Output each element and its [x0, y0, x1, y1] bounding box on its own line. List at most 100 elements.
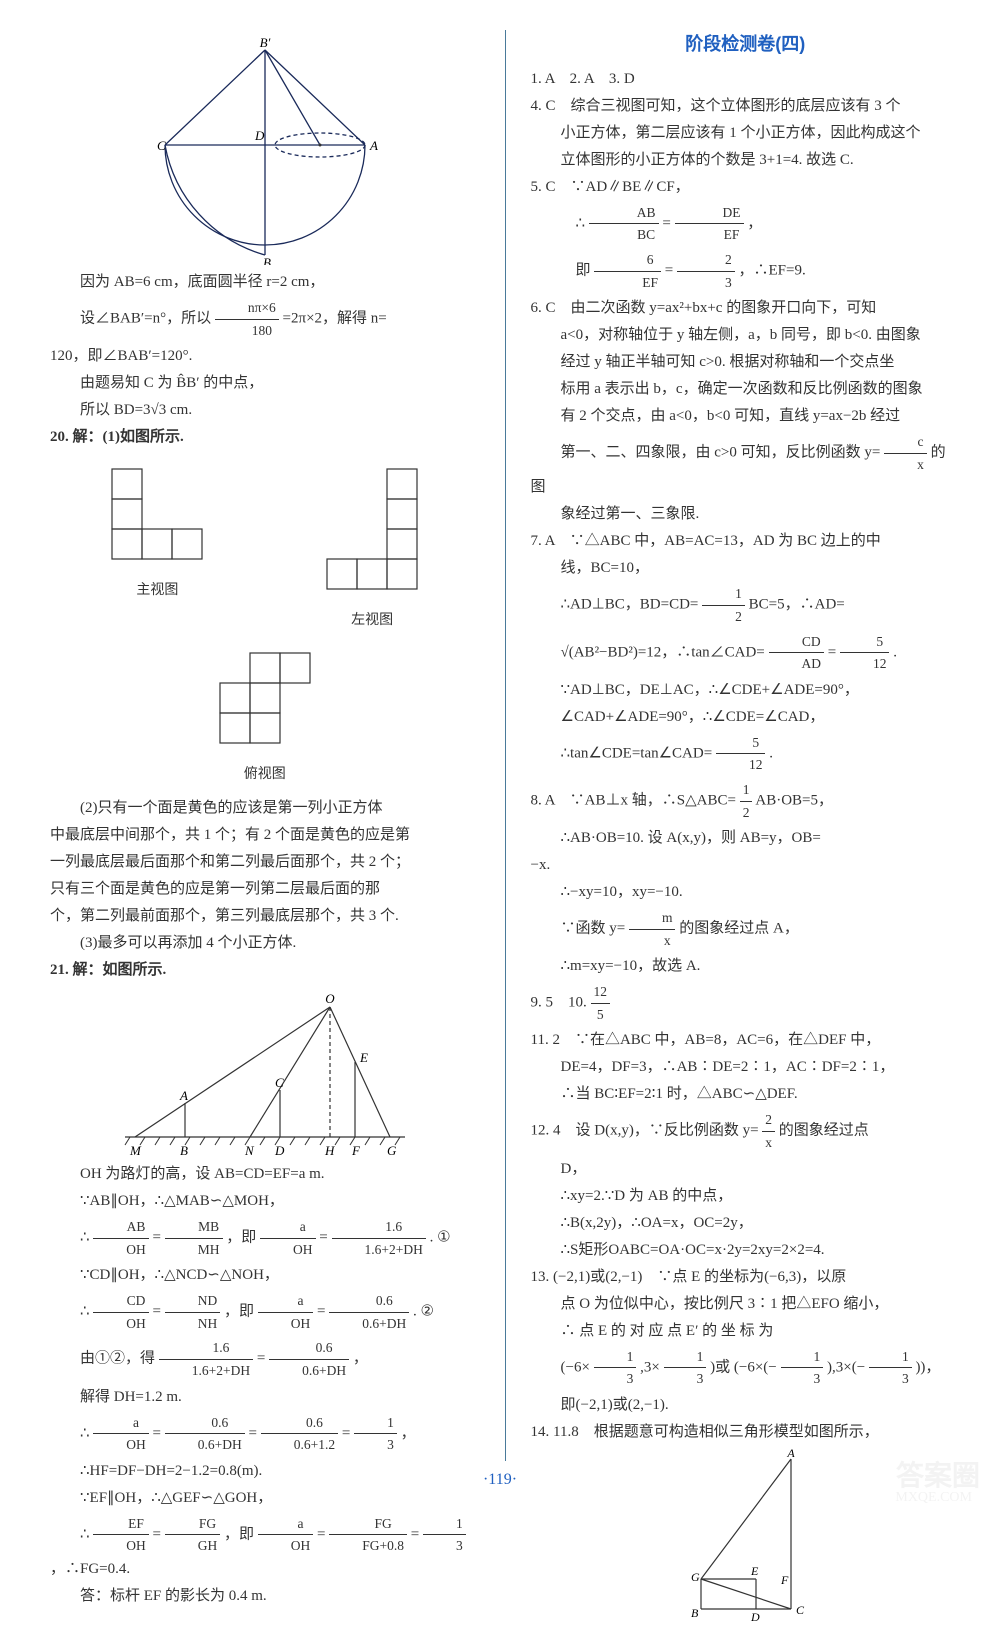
svg-text:A: A — [369, 138, 378, 153]
q12d: ∴B(x,2y)，∴OA=x，OC=2y， — [531, 1211, 961, 1235]
q7a: 7. A ∵△ABC 中，AB=AC=13，AD 为 BC 边上的中 — [531, 529, 961, 553]
left-column: B′ C D A B 因为 AB=6 cm，底面圆半径 r=2 cm， 设∠BA… — [50, 30, 480, 1461]
q12b: D， — [531, 1157, 961, 1181]
svg-text:O: O — [325, 991, 335, 1006]
q6a: 6. C 由二次函数 y=ax²+bx+c 的图象开口向下，可知 — [531, 296, 961, 320]
q7d: √(AB²−BD²)=12，∴tan∠CAD= CDAD = 512 . — [531, 631, 961, 675]
q8e: ∵函数 y= mx 的图象经过点 A， — [531, 907, 961, 951]
p21-b: ∵AB∥OH，∴△MAB∽△MOH， — [50, 1189, 480, 1213]
p21-c: ∴ ABOH = MBMH ，即 aOH = 1.61.6+2+DH . ① — [50, 1216, 480, 1260]
top-view-wrap: 俯视图 — [50, 643, 480, 786]
svg-text:C: C — [157, 138, 166, 153]
column-divider — [505, 30, 506, 1461]
q6e: 有 2 个交点，由 a<0，b<0 可知，直线 y=ax−2b 经过 — [531, 404, 961, 428]
text-p3: 120，即∠BAB′=120°. — [50, 344, 480, 368]
top-view-svg — [210, 643, 320, 753]
text-p1: 因为 AB=6 cm，底面圆半径 r=2 cm， — [50, 270, 480, 294]
p20-3: (3)最多可以再添加 4 个小正方体. — [50, 931, 480, 955]
main-view-label: 主视图 — [102, 580, 212, 602]
p21-a: OH 为路灯的高，设 AB=CD=EF=a m. — [50, 1162, 480, 1186]
q13d: (−6× 13 ,3× 13 )或 (−6×(− 13 ),3×(− 13 ))… — [531, 1346, 961, 1390]
svg-text:H: H — [324, 1143, 335, 1157]
q11b: DE=4，DF=3，∴AB∶DE=2∶1，AC∶DF=2∶1， — [531, 1055, 961, 1079]
q6f: 第一、二、四象限，由 c>0 可知，反比例函数 y= cx 的图 — [531, 431, 961, 499]
q13c: ∴ 点 E 的 对 应 点 E′ 的 坐 标 为 — [531, 1319, 961, 1343]
svg-text:D: D — [274, 1143, 285, 1157]
svg-text:G: G — [691, 1570, 700, 1584]
right-column: 阶段检测卷(四) 1. A 2. A 3. D 4. C 综合三视图可知，这个立… — [531, 30, 961, 1461]
q4b: 小正方体，第二层应该有 1 个小正方体，因此构成这个 — [531, 121, 961, 145]
q4a: 4. C 综合三视图可知，这个立体图形的底层应该有 3 个 — [531, 94, 961, 118]
p2b: =2π×2，解得 n= — [283, 311, 387, 327]
svg-text:E: E — [750, 1564, 759, 1578]
left-view-label: 左视图 — [317, 610, 427, 632]
q8c: −x. — [531, 853, 961, 877]
svg-text:E: E — [359, 1050, 368, 1065]
svg-text:B: B — [691, 1606, 699, 1620]
q8b: ∴AB·OB=10. 设 A(x,y)，则 AB=y，OB= — [531, 826, 961, 850]
p20-2c: 一列最底层最后面那个和第二列最后面那个，共 2 个； — [50, 850, 480, 874]
p21-h: ∴ aOH = 0.60.6+DH = 0.60.6+1.2 = 13 ， — [50, 1412, 480, 1456]
q14a: 14. 11.8 根据题意可构造相似三角形模型如图所示， — [531, 1420, 961, 1444]
q20-head: 20. 解：(1)如图所示. — [50, 425, 480, 449]
svg-text:C: C — [275, 1075, 284, 1090]
p20-2d: 只有三个面是黄色的应是第一列第二层最后面的那 — [50, 877, 480, 901]
q6g: 象经过第一、三象限. — [531, 502, 961, 526]
text-p4: 由题易知 C 为 B̂B′ 的中点， — [50, 371, 480, 395]
p21-i: ∴HF=DF−DH=2−1.2=0.8(m). — [50, 1459, 480, 1483]
three-views: 主视图 左视图 — [50, 459, 480, 632]
main-view-svg — [102, 459, 212, 569]
q9-10: 9. 5 10. 125 — [531, 981, 961, 1025]
q11a: 11. 2 ∵在△ABC 中，AB=8，AC=6，在△DEF 中， — [531, 1028, 961, 1052]
p21-j: ∵EF∥OH，∴△GEF∽△GOH， — [50, 1486, 480, 1510]
figure-cone: B′ C D A B — [135, 35, 395, 265]
q7b: 线，BC=10， — [531, 556, 961, 580]
q13a: 13. (−2,1)或(2,−1) ∵点 E 的坐标为(−6,3)，以原 — [531, 1265, 961, 1289]
svg-text:D: D — [254, 128, 265, 143]
p21-g: 解得 DH=1.2 m. — [50, 1385, 480, 1409]
q7f: ∠CAD+∠ADE=90°，∴∠CDE=∠CAD， — [531, 705, 961, 729]
svg-text:C: C — [796, 1603, 805, 1617]
left-view-svg — [317, 459, 427, 599]
svg-text:F: F — [351, 1143, 361, 1157]
svg-text:F: F — [780, 1573, 789, 1587]
top-view-label: 俯视图 — [50, 764, 480, 786]
svg-text:B: B — [263, 255, 271, 265]
p21-e: ∴ CDOH = NDNH ，即 aOH = 0.60.6+DH . ② — [50, 1290, 480, 1334]
q21-head: 21. 解：如图所示. — [50, 958, 480, 982]
q13e: 即(−2,1)或(2,−1). — [531, 1393, 961, 1417]
figure-q21: O A C E M B N D H F G — [105, 987, 425, 1157]
p20-2a: (2)只有一个面是黄色的应该是第一列小正方体 — [50, 796, 480, 820]
p2a: 设∠BAB′=n°，所以 — [80, 311, 215, 327]
q5c: 即 6EF = 23 ，∴EF=9. — [531, 249, 961, 293]
p21-d: ∵CD∥OH，∴△NCD∽△NOH， — [50, 1263, 480, 1287]
q8d: ∴−xy=10，xy=−10. — [531, 880, 961, 904]
q4c: 立体图形的小正方体的个数是 3+1=4. 故选 C. — [531, 148, 961, 172]
q7g: ∴tan∠CDE=tan∠CAD= 512 . — [531, 732, 961, 776]
q7c: ∴AD⊥BC，BD=CD= 12 BC=5，∴AD= — [531, 583, 961, 627]
svg-text:M: M — [129, 1143, 142, 1157]
section-title: 阶段检测卷(四) — [531, 30, 961, 59]
q6c: 经过 y 轴正半轴可知 c>0. 根据对称轴和一个交点坐 — [531, 350, 961, 374]
svg-text:A: A — [786, 1449, 795, 1460]
q11c: ∴当 BC∶EF=2∶1 时，△ABC∽△DEF. — [531, 1082, 961, 1106]
svg-text:B: B — [180, 1143, 188, 1157]
q6d: 标用 a 表示出 b，c，确定一次函数和反比例函数的图象 — [531, 377, 961, 401]
figure-q14: A G B E F D C — [681, 1449, 831, 1629]
svg-text:G: G — [387, 1143, 397, 1157]
page-number: ·119· — [483, 1467, 517, 1493]
p20-2b: 中最底层中间那个，共 1 个；有 2 个面是黄色的应是第 — [50, 823, 480, 847]
svg-text:D: D — [750, 1610, 760, 1624]
text-p5: 所以 BD=3√3 cm. — [50, 398, 480, 422]
q12e: ∴S矩形OABC=OA·OC=x·2y=2xy=2×2=4. — [531, 1238, 961, 1262]
q7e: ∵AD⊥BC，DE⊥AC，∴∠CDE+∠ADE=90°， — [531, 678, 961, 702]
q12c: ∴xy=2.∵D 为 AB 的中点， — [531, 1184, 961, 1208]
q6b: a<0，对称轴位于 y 轴左侧，a，b 同号，即 b<0. 由图象 — [531, 323, 961, 347]
watermark-sub: MXQE.COM — [895, 1487, 972, 1509]
p21-l: 答：标杆 EF 的影长为 0.4 m. — [50, 1584, 480, 1608]
q13b: 点 O 为位似中心，按比例尺 3∶1 把△EFO 缩小， — [531, 1292, 961, 1316]
svg-text:A: A — [179, 1088, 188, 1103]
text-p2: 设∠BAB′=n°，所以 nπ×6180 =2π×2，解得 n= — [50, 297, 480, 341]
p20-2e: 个，第二列最前面那个，第三列最底层那个，共 3 个. — [50, 904, 480, 928]
q5b: ∴ ABBC = DEEF ， — [531, 202, 961, 246]
